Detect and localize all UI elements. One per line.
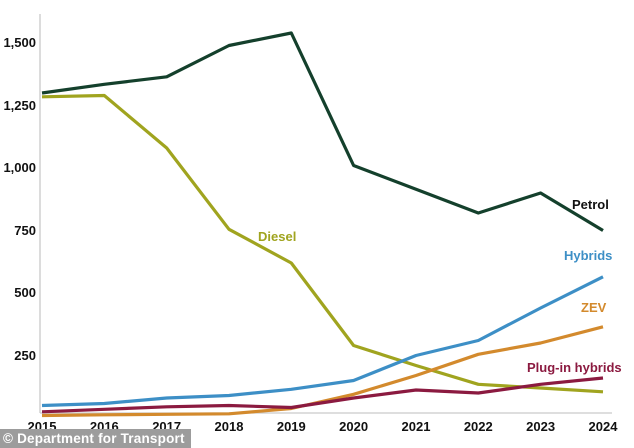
series-line-hybrids: [41, 275, 604, 408]
series-line-petrol: [41, 31, 604, 232]
y-tick-label: 1,250: [3, 97, 36, 113]
x-tick-label: 2021: [401, 419, 431, 434]
attribution-bar: © Department for Transport: [0, 429, 191, 448]
x-tick-label: 2023: [526, 419, 556, 434]
attribution-text: © Department for Transport: [3, 431, 185, 446]
x-tick-label: 2018: [214, 419, 244, 434]
series-label-petrol: Petrol: [572, 197, 609, 212]
x-tick-label: 2019: [276, 419, 306, 434]
x-tick-label: 2020: [339, 419, 369, 434]
series-label-hybrids: Hybrids: [564, 248, 613, 263]
series-label-zev: ZEV: [581, 300, 607, 315]
y-tick-label: 750: [14, 222, 36, 238]
series-label-plug-in-hybrids: Plug-in hybrids: [527, 360, 622, 375]
x-tick-label: 2022: [463, 419, 493, 434]
series-line-plug-in-hybrids: [41, 376, 604, 414]
series-line-diesel: [41, 93, 604, 394]
y-tick-label: 1,000: [3, 160, 36, 175]
y-tick-label: 250: [14, 347, 36, 363]
x-tick-label: 2024: [588, 419, 618, 434]
y-tick-label: 500: [14, 285, 36, 300]
y-tick-label: 1,500: [3, 35, 36, 50]
series-label-diesel: Diesel: [258, 229, 297, 244]
